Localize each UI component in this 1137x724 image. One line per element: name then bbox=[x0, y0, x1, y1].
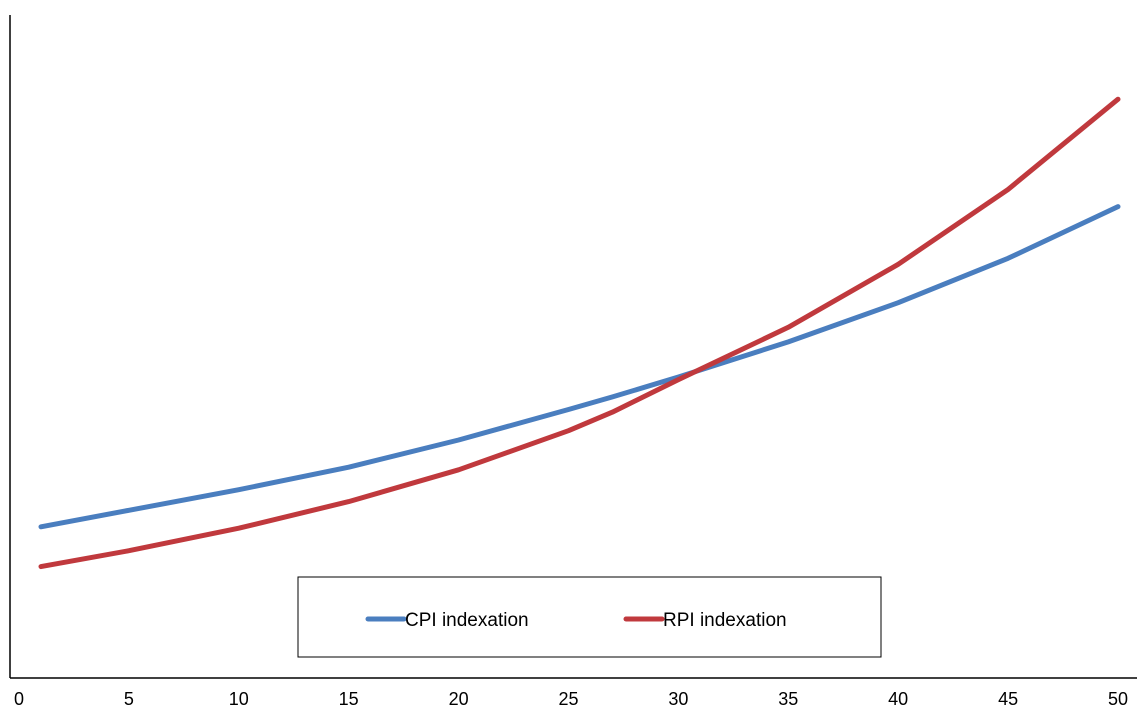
axes bbox=[9, 15, 1137, 679]
series-lines bbox=[38, 96, 1121, 570]
x-tick-label-30: 30 bbox=[668, 689, 688, 709]
x-tick-label-25: 25 bbox=[558, 689, 578, 709]
legend-label-rpi: RPI indexation bbox=[663, 610, 787, 631]
x-tick-label-45: 45 bbox=[998, 689, 1018, 709]
x-tick-label-35: 35 bbox=[778, 689, 798, 709]
legend: CPI indexation RPI indexation bbox=[297, 576, 882, 658]
x-tick-labels: 0 5 10 15 20 25 30 35 40 45 50 bbox=[14, 689, 1128, 709]
series-line-cpi bbox=[38, 204, 1121, 530]
x-tick-label-10: 10 bbox=[229, 689, 249, 709]
x-tick-label-20: 20 bbox=[449, 689, 469, 709]
x-tick-label-40: 40 bbox=[888, 689, 908, 709]
series-line-rpi bbox=[38, 96, 1121, 570]
x-tick-label-50: 50 bbox=[1108, 689, 1128, 709]
x-tick-label-5: 5 bbox=[124, 689, 134, 709]
x-tick-label-15: 15 bbox=[339, 689, 359, 709]
legend-label-cpi: CPI indexation bbox=[405, 610, 529, 631]
x-tick-label-0: 0 bbox=[14, 689, 24, 709]
